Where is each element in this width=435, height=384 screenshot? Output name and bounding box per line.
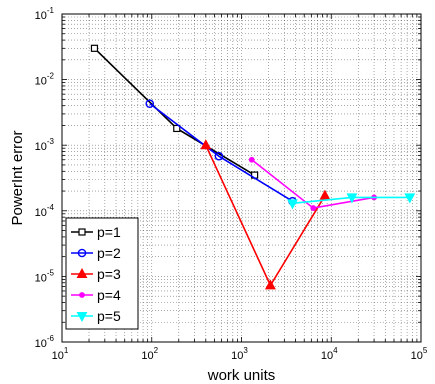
series-4 — [248, 156, 377, 211]
legend-marker — [76, 267, 88, 278]
y-axis-label: PowerInt error — [9, 130, 26, 225]
series-layer — [90, 44, 416, 290]
y-tick-label: 10-1 — [35, 6, 55, 22]
legend-marker — [77, 248, 87, 258]
y-tick-label: 10-2 — [35, 72, 55, 88]
axis-ticks: 101 102 103 104 105 10-6 10-5 10-4 10-3 10-2 10-1 — [35, 6, 428, 362]
legend-marker — [78, 228, 86, 236]
x-tick-label: 103 — [231, 346, 248, 362]
y-tick-label: 10-6 — [35, 334, 55, 350]
y-tick-label: 10-3 — [35, 137, 55, 153]
legend-label: p=2 — [97, 245, 121, 261]
y-tick-label: 10-4 — [35, 203, 55, 219]
x-tick-label: 104 — [321, 346, 338, 362]
series-line — [149, 103, 293, 202]
legend-marker — [79, 292, 85, 298]
series-5 — [287, 193, 416, 210]
data-point — [173, 124, 181, 133]
legend-label: p=4 — [97, 287, 121, 303]
legend-marker — [76, 312, 88, 323]
legend-label: p=5 — [97, 308, 121, 324]
y-tick-label: 10-5 — [35, 268, 55, 284]
data-point — [90, 44, 99, 52]
data-point — [287, 199, 298, 210]
x-axis-label: work units — [207, 367, 276, 384]
legend: p=1 p=2 p=3 p=4 p=5 — [65, 217, 139, 330]
data-point — [264, 279, 276, 290]
data-point — [214, 151, 224, 161]
x-tick-label: 102 — [141, 346, 158, 362]
data-point — [200, 139, 212, 150]
data-point — [319, 189, 331, 200]
series-3 — [200, 139, 331, 290]
data-point — [346, 193, 358, 204]
x-tick-label: 101 — [52, 346, 69, 362]
legend-label: p=3 — [97, 266, 121, 282]
series-1 — [90, 44, 259, 179]
data-point — [404, 193, 416, 204]
data-point — [145, 99, 155, 108]
legend-box — [65, 217, 139, 330]
legend-label: p=1 — [97, 224, 121, 240]
data-point — [248, 156, 255, 163]
data-point — [310, 205, 317, 211]
x-tick-label: 105 — [411, 346, 428, 362]
